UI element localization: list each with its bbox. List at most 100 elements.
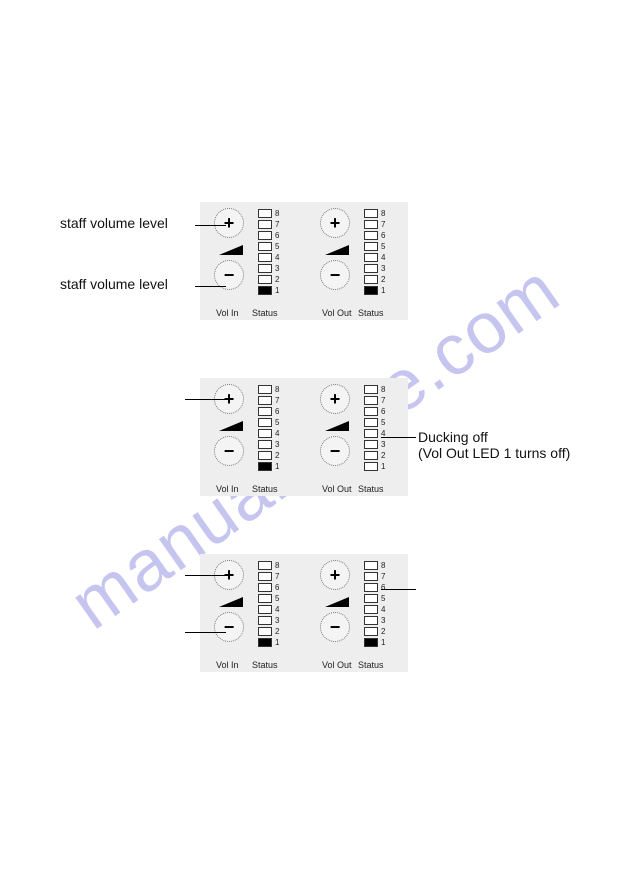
led-box-6 — [364, 583, 378, 592]
led-box-6 — [258, 407, 272, 416]
led-row: 7 — [364, 571, 385, 582]
led-row: 2 — [364, 626, 385, 637]
led-number: 4 — [275, 429, 279, 438]
plus-button[interactable]: + — [214, 208, 244, 238]
led-number: 8 — [275, 385, 279, 394]
volume-module: +−87654321Vol InStatus — [208, 202, 302, 320]
led-number: 2 — [381, 627, 385, 636]
led-box-3 — [258, 264, 272, 273]
led-row: 1 — [258, 637, 279, 648]
led-number: 2 — [275, 275, 279, 284]
callout-line — [381, 589, 416, 590]
led-number: 5 — [381, 418, 385, 427]
module-status-label: Status — [252, 308, 278, 318]
led-number: 6 — [275, 231, 279, 240]
led-number: 7 — [381, 220, 385, 229]
led-stack: 87654321 — [364, 560, 385, 648]
led-number: 6 — [381, 407, 385, 416]
led-number: 6 — [381, 231, 385, 240]
led-row: 4 — [258, 428, 279, 439]
led-box-3 — [258, 616, 272, 625]
led-number: 2 — [275, 627, 279, 636]
led-box-8 — [364, 385, 378, 394]
led-number: 4 — [381, 605, 385, 614]
led-row: 1 — [258, 285, 279, 296]
minus-button[interactable]: − — [320, 260, 350, 290]
plus-button[interactable]: + — [320, 384, 350, 414]
led-row: 6 — [364, 406, 385, 417]
module-status-label: Status — [252, 484, 278, 494]
led-box-8 — [258, 385, 272, 394]
led-row: 6 — [258, 406, 279, 417]
led-row: 6 — [364, 230, 385, 241]
led-row: 8 — [364, 384, 385, 395]
led-number: 7 — [275, 220, 279, 229]
led-stack: 87654321 — [258, 560, 279, 648]
volume-wedge-icon — [325, 597, 351, 609]
led-row: 3 — [364, 439, 385, 450]
led-box-1 — [258, 638, 272, 647]
led-row: 7 — [258, 219, 279, 230]
volume-wedge — [325, 420, 351, 438]
volume-wedge-icon — [219, 245, 245, 257]
led-row: 3 — [364, 615, 385, 626]
led-box-7 — [364, 396, 378, 405]
led-box-6 — [258, 231, 272, 240]
led-box-4 — [258, 253, 272, 262]
plus-button[interactable]: + — [320, 208, 350, 238]
led-number: 3 — [381, 264, 385, 273]
led-number: 3 — [381, 616, 385, 625]
plus-button[interactable]: + — [320, 560, 350, 590]
led-row: 5 — [364, 241, 385, 252]
volume-wedge — [325, 244, 351, 262]
module-status-label: Status — [358, 484, 384, 494]
minus-button[interactable]: − — [320, 612, 350, 642]
volume-wedge-icon — [325, 421, 351, 433]
led-row: 2 — [258, 450, 279, 461]
led-box-1 — [258, 462, 272, 471]
led-box-3 — [364, 264, 378, 273]
minus-button[interactable]: − — [214, 612, 244, 642]
led-box-7 — [258, 572, 272, 581]
led-number: 4 — [275, 253, 279, 262]
led-number: 7 — [275, 572, 279, 581]
led-box-6 — [364, 407, 378, 416]
led-number: 1 — [275, 462, 279, 471]
led-number: 3 — [381, 440, 385, 449]
led-stack: 87654321 — [258, 208, 279, 296]
minus-button[interactable]: − — [320, 436, 350, 466]
led-row: 8 — [258, 208, 279, 219]
module-vol-label: Vol Out — [322, 484, 352, 494]
led-row: 4 — [364, 604, 385, 615]
led-box-7 — [258, 396, 272, 405]
led-box-3 — [258, 440, 272, 449]
led-box-7 — [364, 572, 378, 581]
led-row: 3 — [258, 263, 279, 274]
volume-wedge-icon — [219, 421, 245, 433]
led-box-1 — [364, 638, 378, 647]
led-box-8 — [258, 209, 272, 218]
led-number: 1 — [275, 638, 279, 647]
volume-wedge — [219, 420, 245, 438]
volume-module: +−87654321Vol InStatus — [208, 378, 302, 496]
led-number: 1 — [275, 286, 279, 295]
module-vol-label: Vol In — [216, 484, 239, 494]
led-row: 3 — [258, 615, 279, 626]
module-status-label: Status — [358, 308, 384, 318]
led-row: 8 — [364, 208, 385, 219]
led-box-5 — [364, 418, 378, 427]
led-row: 4 — [258, 604, 279, 615]
led-number: 8 — [381, 561, 385, 570]
led-row: 6 — [258, 230, 279, 241]
led-number: 1 — [381, 462, 385, 471]
led-number: 8 — [381, 209, 385, 218]
module-vol-label: Vol Out — [322, 660, 352, 670]
led-box-5 — [258, 242, 272, 251]
minus-button[interactable]: − — [214, 436, 244, 466]
led-box-2 — [258, 627, 272, 636]
led-number: 3 — [275, 616, 279, 625]
callout-line — [195, 286, 226, 287]
led-row: 3 — [364, 263, 385, 274]
led-number: 7 — [381, 572, 385, 581]
led-stack: 87654321 — [364, 384, 385, 472]
